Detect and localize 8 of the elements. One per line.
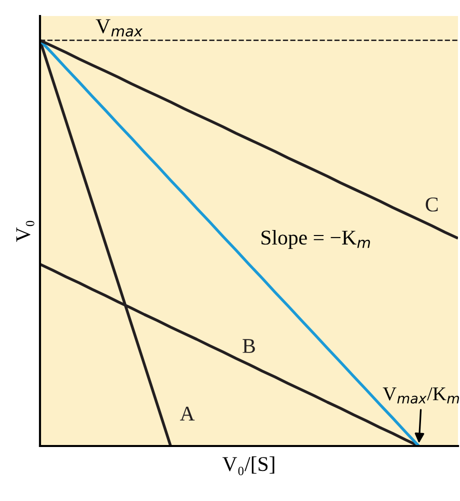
series-label: C	[426, 197, 438, 212]
series-label: B	[242, 339, 255, 353]
annotation: V$_{max}$/K$_{m}$	[382, 387, 459, 404]
annotation: Slope = −K$_{m}$	[262, 230, 370, 249]
y-axis-title: V₀	[16, 220, 34, 242]
ref-line-label: V$_{max}$	[96, 19, 143, 37]
x-axis-title: V₀/[S]	[222, 456, 274, 476]
series-label: A	[180, 406, 195, 420]
